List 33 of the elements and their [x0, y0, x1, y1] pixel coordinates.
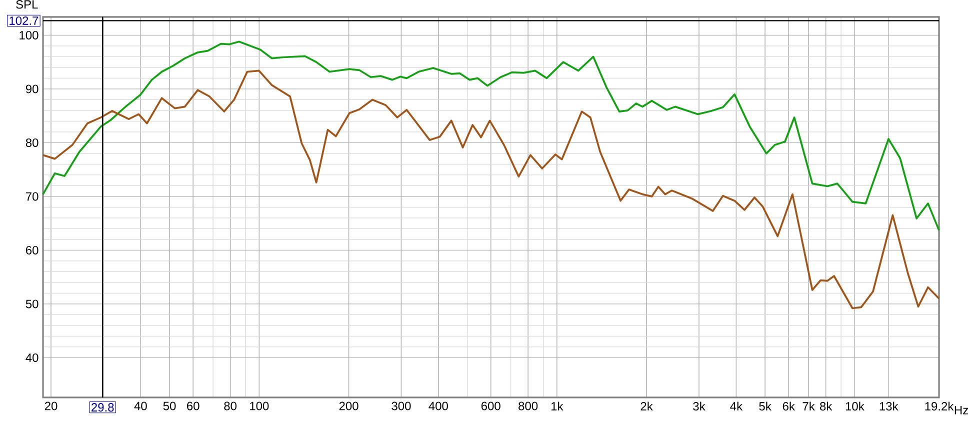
x-tick-label: 10k	[846, 402, 864, 411]
x-tick-label: 100	[250, 402, 269, 410]
x-tick-label: 5k	[759, 402, 772, 411]
x-tick-label: 7k	[802, 402, 815, 410]
x-tick-label: 13k	[880, 402, 898, 411]
x-tick-label: 300	[392, 402, 411, 410]
x-tick-label: 400	[428, 402, 448, 410]
y-tick-label: 70	[26, 192, 38, 201]
y-axis-title: SPL	[16, 0, 38, 9]
x-tick-label: 8k	[820, 402, 832, 411]
x-tick-label: 1k	[552, 402, 564, 410]
ref-line-label: 29.8	[92, 403, 114, 412]
y-tick-label: 80	[26, 138, 38, 147]
x-tick-label: 50	[163, 402, 176, 410]
y-tick-label: 100	[20, 30, 38, 40]
y-tick-label: 40	[26, 353, 38, 362]
ref-line-label: 102.7	[10, 16, 38, 25]
x-tick-label: 40	[134, 402, 147, 410]
x-tick-label: 200	[339, 402, 358, 410]
x-axis-title: Hz	[954, 406, 968, 414]
x-tick-label: 20	[44, 402, 58, 410]
x-tick-label: 80	[224, 402, 237, 410]
x-tick-label: 4k	[730, 402, 743, 410]
x-tick-label: 6k	[782, 402, 795, 411]
y-tick-label: 60	[26, 246, 38, 254]
x-tick-label: 19.2k	[925, 402, 954, 411]
y-tick-label: 90	[26, 84, 38, 94]
x-tick-label: 2k	[640, 402, 653, 410]
x-tick-label: 600	[481, 402, 500, 410]
y-tick-label: 50	[26, 300, 38, 308]
x-tick-label: 800	[518, 402, 538, 410]
x-tick-label: 3k	[693, 402, 706, 411]
x-tick-label: 60	[187, 402, 200, 410]
